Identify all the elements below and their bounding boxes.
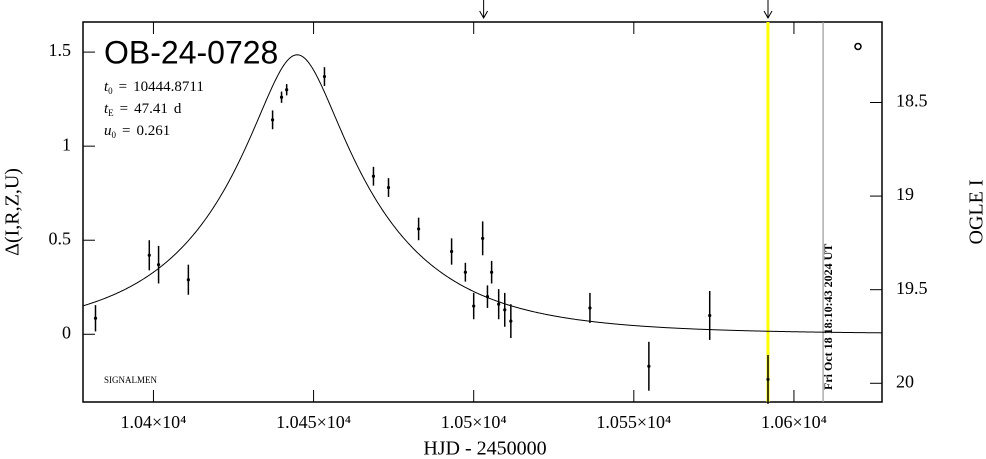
param: u0 = 0.261 <box>104 123 170 140</box>
y-tick-label: 1.5 <box>49 40 72 60</box>
y-tick-label: 1 <box>62 134 71 154</box>
data-point <box>285 88 289 92</box>
data-point <box>588 306 592 310</box>
y-tick-label: 0.5 <box>49 228 72 248</box>
data-point <box>708 313 712 318</box>
plot-frame <box>82 21 883 403</box>
y2-axis-label: OGLE I <box>966 180 986 245</box>
data-point <box>463 270 467 274</box>
data-point <box>503 308 507 312</box>
x-tick-label: 1.06×10⁴ <box>761 412 827 432</box>
data-point <box>386 185 391 190</box>
marker <box>854 42 862 51</box>
param-value: 10444.8711 <box>133 79 204 95</box>
data-point <box>371 174 376 178</box>
arrow <box>763 0 773 20</box>
param-relation: = <box>119 79 127 95</box>
y2-tick-label: 19 <box>896 184 914 204</box>
model-curve <box>82 54 883 334</box>
param-symbol: t <box>104 79 109 95</box>
x-tick-label: 1.045×10⁴ <box>276 412 351 432</box>
param-sub: 0 <box>112 130 117 140</box>
param-relation: = <box>120 101 128 117</box>
x-axis-label: HJD - 2450000 <box>423 438 546 459</box>
param-relation: = <box>122 123 130 139</box>
param: t0 = 10444.8711 <box>104 79 204 96</box>
y2-tick-label: 18.5 <box>896 91 928 111</box>
data-point <box>509 319 513 323</box>
y-tick-label: 0 <box>62 322 71 342</box>
x-tick-label: 1.055×10⁴ <box>596 412 671 432</box>
timestamp: Fri Oct 18 18:10:43 2024 UT <box>821 244 835 390</box>
data-point <box>156 263 161 267</box>
data-point <box>485 295 490 299</box>
data-point <box>186 278 190 282</box>
data-point <box>417 227 421 231</box>
data-point <box>647 364 651 368</box>
data-point <box>279 95 284 99</box>
x-tick-label: 1.04×10⁴ <box>120 412 186 432</box>
data-point <box>766 377 770 382</box>
param-value: 0.261 <box>136 123 170 139</box>
data-point <box>472 304 476 308</box>
y2-tick-label: 19.5 <box>896 278 928 298</box>
y2-tick-label: 20 <box>896 371 914 391</box>
data-point <box>147 253 151 257</box>
chart-title: OB-24-0728 <box>104 34 278 70</box>
y-axis-label: Δ(I,R,Z,U) <box>2 168 24 256</box>
arrow <box>479 0 489 20</box>
param-sub: 0 <box>108 86 113 96</box>
credit: SIGNALMEN <box>104 375 157 385</box>
param-value: 47.41 <box>134 101 168 117</box>
data-point <box>481 236 485 240</box>
param: tE = 47.41 d <box>104 101 182 118</box>
data-point <box>93 316 98 320</box>
data-point <box>270 118 275 122</box>
data-point <box>490 270 494 274</box>
param-symbol: u <box>104 123 112 139</box>
x-tick-label: 1.05×10⁴ <box>441 412 507 432</box>
data-point <box>322 74 327 79</box>
param-unit: d <box>174 101 182 117</box>
param-symbol: t <box>104 101 109 117</box>
data-point <box>497 302 501 306</box>
data-point <box>449 249 454 254</box>
param-sub: E <box>108 108 114 118</box>
